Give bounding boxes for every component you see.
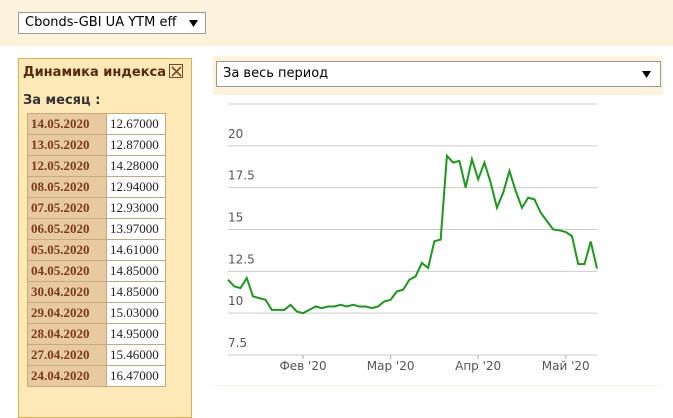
date-cell: 12.05.2020 (27, 155, 107, 177)
value-cell: 14.85000 (106, 281, 166, 303)
x-tick-label: Май '20 (542, 359, 590, 373)
date-cell: 06.05.2020 (27, 218, 107, 240)
value-cell: 14.95000 (106, 323, 166, 345)
y-tick-label: 12.5 (228, 252, 255, 266)
x-tick-label: Фев '20 (279, 359, 326, 373)
value-cell: 15.46000 (106, 344, 166, 366)
table-row: 24.04.2020 16.47000 (27, 365, 166, 387)
value-cell: 12.93000 (106, 197, 166, 219)
value-cell: 15.03000 (106, 302, 166, 324)
period-select[interactable]: За весь период (216, 61, 661, 87)
value-cell: 12.94000 (106, 176, 166, 198)
value-cell: 14.28000 (106, 155, 166, 177)
index-select[interactable]: Cbonds-GBI UA YTM eff (18, 12, 206, 34)
table-row: 29.04.2020 15.03000 (27, 302, 166, 324)
index-select-text: Cbonds-GBI UA YTM eff (25, 15, 177, 30)
value-cell: 14.61000 (106, 239, 166, 261)
table-row: 06.05.2020 13.97000 (27, 218, 166, 240)
history-table: 14.05.2020 12.67000 13.05.2020 12.87000 12.0… (27, 113, 166, 387)
value-cell: 13.97000 (106, 218, 166, 240)
value-cell: 12.67000 (106, 113, 166, 135)
x-tick-label: Апр '20 (455, 359, 501, 373)
table-row: 30.04.2020 14.85000 (27, 281, 166, 303)
period-select-text: За весь период (223, 66, 329, 81)
index-panel: Динамика индекса За месяц : 14.05.2020 12… (18, 58, 192, 418)
y-tick-label: 20 (228, 127, 243, 141)
y-tick-label: 15 (228, 211, 243, 225)
table-row: 12.05.2020 14.28000 (27, 155, 166, 177)
chart-container: За весь период 7.5 10 12.5 15 17.5 20 Фев '20 М… (213, 56, 663, 386)
dropdown-arrow (642, 71, 651, 78)
table-row: 08.05.2020 12.94000 (27, 176, 166, 198)
value-cell: 12.87000 (106, 134, 166, 156)
date-cell: 07.05.2020 (27, 197, 107, 219)
period-label: За месяц : (23, 93, 101, 108)
date-cell: 29.04.2020 (27, 302, 107, 324)
table-row: 04.05.2020 14.85000 (27, 260, 166, 282)
date-cell: 27.04.2020 (27, 344, 107, 366)
date-cell: 24.04.2020 (27, 365, 107, 387)
line (227, 153, 598, 315)
table-row: 14.05.2020 12.67000 (27, 113, 166, 135)
dropdown-arrow (189, 20, 198, 27)
table-row: 13.05.2020 12.87000 (27, 134, 166, 156)
table-row: 28.04.2020 14.95000 (27, 323, 166, 345)
y-tick-label: 17.5 (228, 169, 255, 183)
date-cell: 05.05.2020 (27, 239, 107, 261)
date-cell: 28.04.2020 (27, 323, 107, 345)
table-row: 05.05.2020 14.61000 (27, 239, 166, 261)
value-cell: 16.47000 (106, 365, 166, 387)
table-row: 07.05.2020 12.93000 (27, 197, 166, 219)
date-cell: 08.05.2020 (27, 176, 107, 198)
date-cell: 13.05.2020 (27, 134, 107, 156)
y-tick-label: 10 (228, 294, 243, 308)
chart: 7.5 10 12.5 15 17.5 20 Фев '20 Мар '20 Апр '20 Ма… (213, 95, 663, 385)
date-cell: 14.05.2020 (27, 113, 107, 135)
panel-title: Динамика индекса (23, 65, 167, 80)
table-row: 27.04.2020 15.46000 (27, 344, 166, 366)
value-cell: 14.85000 (106, 260, 166, 282)
date-cell: 04.05.2020 (27, 260, 107, 282)
toolbar: Cbonds-GBI UA YTM eff (0, 0, 673, 46)
date-cell: 30.04.2020 (27, 281, 107, 303)
y-tick-label: 7.5 (228, 336, 247, 350)
close-button[interactable] (169, 64, 183, 78)
x-tick-label: Мар '20 (367, 359, 415, 373)
